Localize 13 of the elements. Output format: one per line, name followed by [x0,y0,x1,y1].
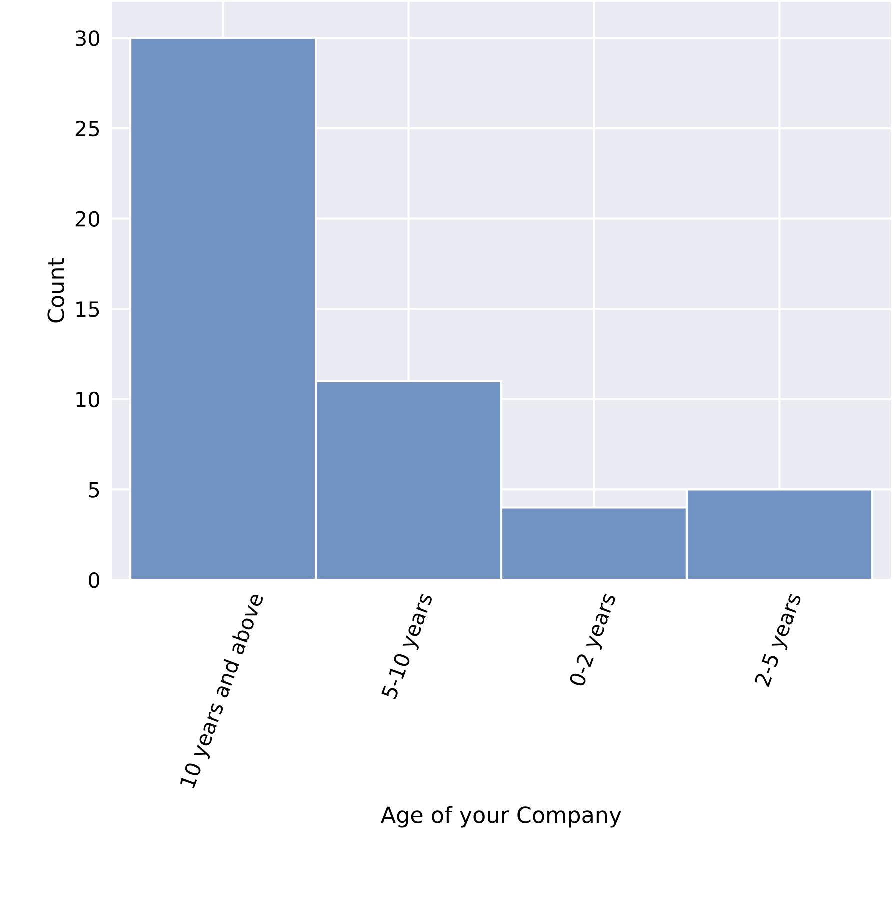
y-tick-label: 5 [89,482,100,498]
y-axis-title: Count [48,258,65,323]
x-tick-label: 0-2 years [568,592,620,689]
y-tick-label: 30 [76,30,100,46]
y-tick-label: 0 [89,572,100,588]
y-tick-label: 10 [76,392,100,408]
x-axis-title: Age of your Company [381,806,622,828]
x-tick-label: 5-10 years [381,592,437,702]
x-tick-label: 2-5 years [754,592,806,689]
x-tick-label: 10 years and above [179,592,268,790]
y-tick-label: 20 [76,211,100,227]
y-tick-label: 25 [76,120,100,137]
y-tick-label: 15 [76,302,100,318]
